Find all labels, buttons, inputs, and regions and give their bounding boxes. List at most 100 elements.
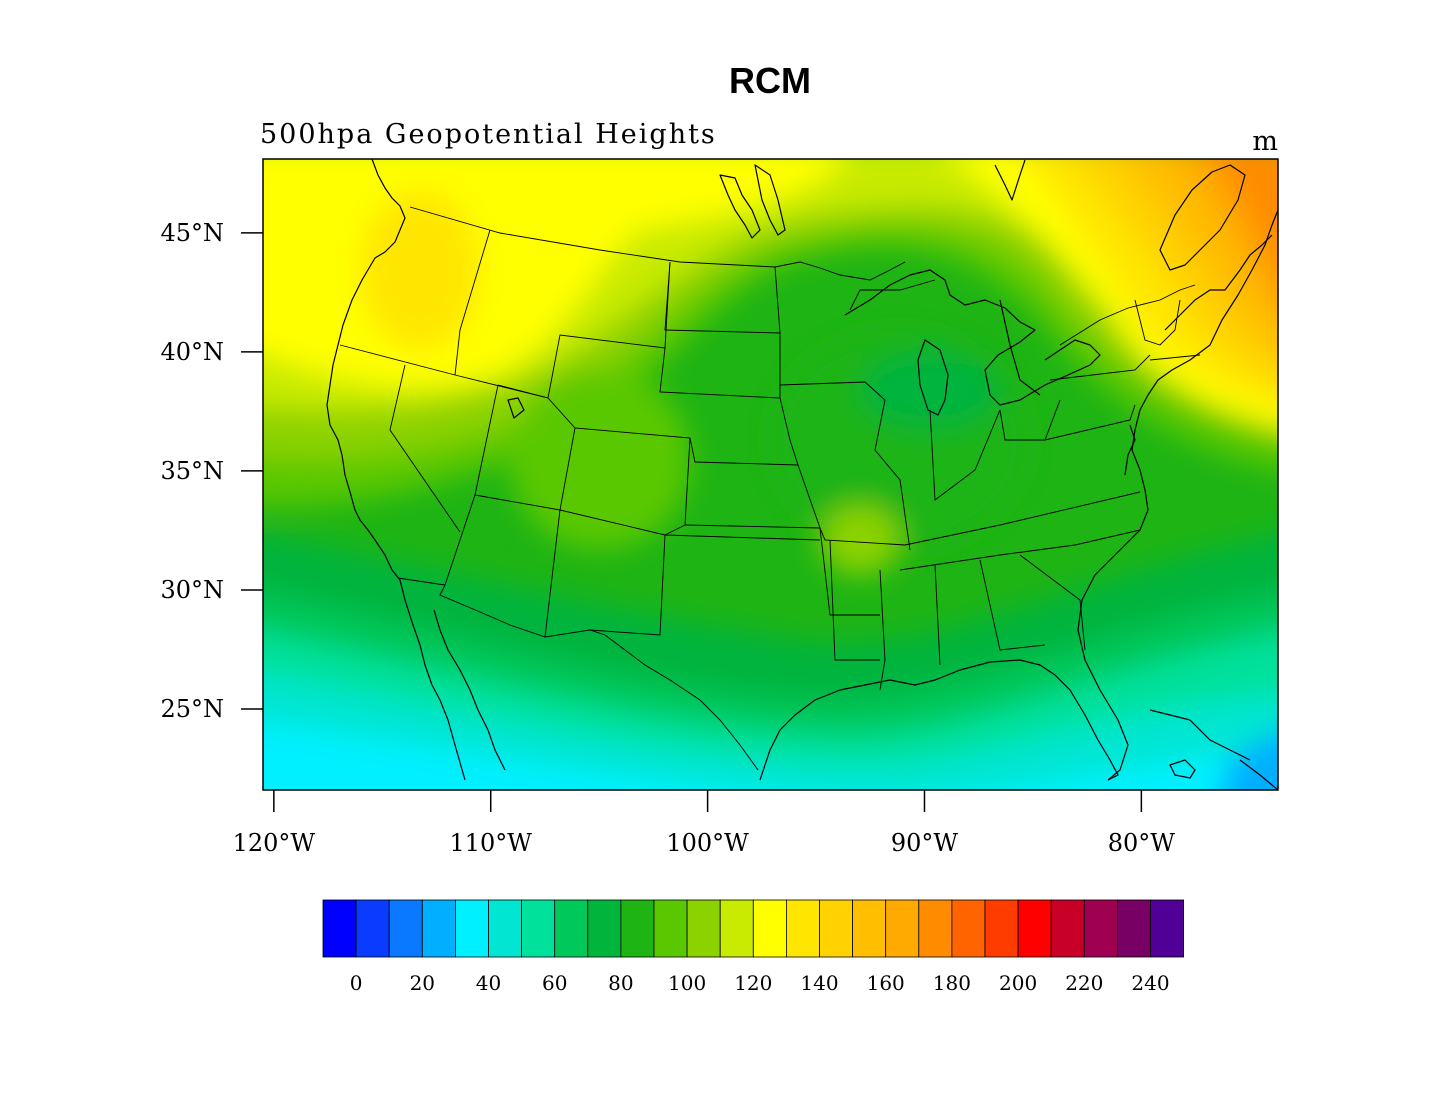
wisconsin-line	[849, 279, 936, 311]
x-tick-label: 80°W	[1108, 829, 1176, 857]
band-30	[263, 722, 1278, 790]
wyoming-montana-line	[547, 261, 671, 399]
ms-al-line	[934, 564, 941, 666]
ga-sc-line	[1019, 554, 1086, 651]
al-ga-line	[979, 559, 1046, 651]
colorbar-swatch	[852, 899, 887, 958]
y-axis: 45°N 40°N 35°N 30°N 25°N	[160, 219, 263, 723]
atlantic-coast	[1077, 209, 1278, 781]
maritime-coast	[1164, 234, 1273, 331]
hudson-james-bay	[994, 159, 1026, 201]
x-tick-label: 90°W	[891, 829, 959, 857]
gulf-california-coast	[433, 609, 506, 771]
colorbar-label: 220	[1065, 971, 1103, 995]
arkansas-louisiana-line	[829, 539, 880, 661]
iowa-mo-line	[779, 381, 911, 551]
colorbar-swatch	[1083, 899, 1118, 958]
colorbar-label: 60	[542, 971, 567, 995]
colorbar-label: 200	[999, 971, 1037, 995]
colorbar-swatch	[951, 899, 986, 958]
colorbar-swatch	[918, 899, 953, 958]
cuba-bahamas	[1149, 709, 1251, 761]
great-lakes-outline	[844, 269, 1101, 406]
colorbar-swatch	[587, 899, 622, 958]
y-tick-label: 35°N	[160, 457, 224, 485]
oregon-idaho-line	[454, 229, 491, 376]
colorbar-swatch	[554, 899, 589, 958]
mn-nd-line	[774, 266, 781, 334]
colorbar-swatch	[984, 899, 1019, 958]
illinois-indiana-line	[929, 409, 1001, 501]
map-frame	[262, 158, 1279, 791]
canada-border-east	[1059, 284, 1196, 346]
four-corners-south-line	[474, 494, 821, 541]
colorbar-label: 100	[668, 971, 706, 995]
colorbar-swatch	[1050, 899, 1085, 958]
colorbar-swatch	[819, 899, 853, 958]
gulf-st-lawrence	[1159, 164, 1246, 271]
band-100-rockies	[510, 370, 690, 550]
canada-border	[409, 206, 906, 281]
colorbar-swatch	[885, 899, 920, 958]
colorbar-swatch	[686, 899, 721, 958]
tennessee-south-line	[899, 529, 1141, 571]
colorbar-swatch	[388, 899, 423, 958]
band-140-west	[360, 190, 480, 350]
chesapeake-bay	[1124, 424, 1136, 476]
ohio-line	[999, 399, 1061, 441]
colorbar-label: 160	[867, 971, 905, 995]
colorbar-swatch	[620, 899, 655, 958]
colorbar-label: 0	[350, 971, 363, 995]
colorbar-swatch	[653, 899, 688, 958]
colorbar-swatch	[1150, 899, 1184, 958]
gulf-coast	[759, 659, 1119, 781]
colorbar-swatch	[322, 899, 357, 958]
colorbar-label: 20	[410, 971, 435, 995]
y-tick-label: 30°N	[160, 576, 224, 604]
colorbar-swatch	[355, 899, 390, 958]
chart-subtitle: 500hpa Geopotential Heights	[260, 119, 717, 150]
y-tick-label: 45°N	[160, 219, 224, 247]
colorbar-swatch	[521, 899, 556, 958]
contour-field	[263, 159, 1278, 790]
low-70-lakes	[860, 350, 1000, 430]
mexico-border	[397, 577, 759, 771]
chart-title: RCM	[729, 60, 811, 101]
nm-east-line	[589, 437, 691, 636]
y-tick-label: 25°N	[160, 695, 224, 723]
hispaniola-coast	[1239, 759, 1278, 790]
colorbar-swatch	[421, 899, 456, 958]
x-axis: 120°W 110°W 100°W 90°W 80°W	[233, 790, 1176, 857]
mississippi-river-line	[879, 569, 886, 691]
pacific-coast	[326, 159, 466, 781]
x-tick-label: 120°W	[233, 829, 316, 857]
co-nm-west-line	[544, 427, 576, 638]
colorbar-swatch	[786, 899, 820, 958]
kansas-ok-line	[797, 464, 906, 546]
lake-huron	[999, 299, 1041, 396]
band-20	[1221, 732, 1278, 790]
lake-winnipeg	[719, 174, 761, 239]
colorbar-label: 40	[476, 971, 501, 995]
colorbar-label: 180	[933, 971, 971, 995]
high-110-arkansas	[820, 505, 900, 575]
colorbar-swatch	[454, 899, 489, 958]
kentucky-nc-line	[904, 491, 1141, 546]
ca-nv-line	[389, 364, 461, 533]
oklahoma-texas-line	[684, 524, 880, 616]
colorbar-label: 120	[734, 971, 772, 995]
x-tick-label: 110°W	[449, 829, 532, 857]
boundaries	[339, 206, 1201, 771]
colorbar-label: 80	[608, 971, 633, 995]
great-salt-lake	[507, 397, 525, 419]
ny-pa-line	[1049, 354, 1151, 381]
colorbar-label: 240	[1131, 971, 1169, 995]
mass-line	[1149, 354, 1201, 361]
dakotas-line	[664, 261, 781, 398]
pennsylvania-line	[1044, 404, 1136, 441]
x-tick-label: 100°W	[666, 829, 749, 857]
colorbar-label: 140	[800, 971, 838, 995]
y-tick-label: 40°N	[160, 338, 224, 366]
field-bands	[263, 159, 1278, 790]
